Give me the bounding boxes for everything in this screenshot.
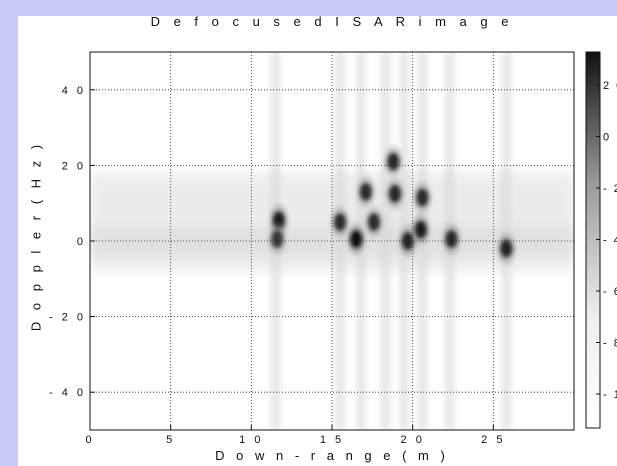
y-tick-label: - 4 0 — [49, 387, 86, 399]
x-tick-label: 1 5 — [320, 434, 344, 446]
scatterer-spot — [414, 220, 427, 239]
heatmap-image — [90, 52, 574, 430]
colorbar-tick-label: - 1 — [603, 389, 617, 401]
range-streak — [380, 52, 391, 430]
scatterer-spot — [359, 182, 372, 201]
scatterer-spot — [271, 230, 284, 249]
window-left-band — [0, 0, 18, 466]
colorbar-tick-label: - 6 — [603, 286, 617, 298]
x-axis-label: D o w n - r a n g e ( m ) — [215, 448, 449, 463]
chart-title: D e f o c u s e d I S A R i m a g e — [150, 14, 514, 29]
y-tick-label: 0 — [77, 236, 86, 248]
scatterer-spot — [350, 230, 363, 249]
scatterer-spot — [401, 232, 414, 250]
range-streak — [335, 52, 346, 430]
scatterer-spot — [416, 188, 429, 207]
scatterer-spot — [387, 152, 400, 171]
scatterer-spot — [367, 213, 380, 232]
x-tick-label: 1 0 — [239, 434, 263, 446]
x-tick-label: 5 — [166, 434, 175, 446]
colorbar-tick-label: 2 0 — [603, 80, 617, 92]
y-tick-label: 2 0 — [62, 160, 86, 172]
x-tick-label: 2 0 — [401, 434, 425, 446]
scatterer-spot — [500, 239, 513, 258]
scatterer-spot — [334, 213, 347, 232]
grid-lines — [90, 52, 574, 430]
colorbar-tick-label: 0 — [603, 132, 611, 144]
y-tick-label: - 2 0 — [49, 312, 86, 324]
colorbar-tick-label: - 2 — [603, 183, 617, 195]
x-tick-label: 0 — [85, 434, 94, 446]
x-tick-label: 2 5 — [481, 434, 505, 446]
y-axis-label: D o p p l e r ( H z ) — [28, 140, 44, 332]
scatterer-spot — [445, 230, 458, 249]
y-tick-label: 4 0 — [62, 85, 86, 97]
window-top-band — [0, 0, 617, 16]
colorbar-tick-label: - 8 — [603, 338, 617, 350]
colorbar-tick-label: - 4 — [603, 235, 617, 247]
axis-ticks: 0 5 1 0 1 5 2 0 2 5 4 0 2 0 0 - 2 0 - 4 0 — [49, 85, 505, 446]
scatterer-spot — [388, 184, 401, 203]
colorbar-ticks: 2 0 0 - 2 - 4 - 6 - 8 - 1 — [596, 80, 617, 401]
